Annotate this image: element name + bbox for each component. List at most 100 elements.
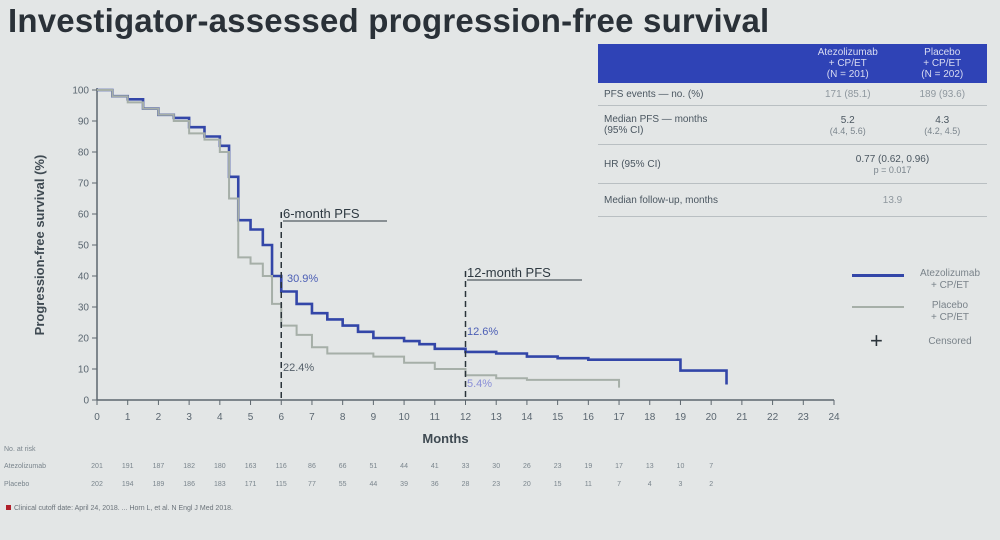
risk-cell: 163 <box>244 463 257 470</box>
risk-cell: 13 <box>645 463 654 470</box>
risk-label-atezo: Atezolizumab <box>4 463 47 470</box>
risk-cell: 182 <box>183 463 195 470</box>
x-tick-label: 4 <box>217 412 223 423</box>
landmark-value-placebo-12m: 5.4% <box>467 378 492 390</box>
risk-cell: 3 <box>678 481 683 488</box>
x-tick-label: 22 <box>767 412 779 423</box>
y-tick-label: 60 <box>78 210 90 221</box>
risk-cell: 116 <box>275 463 287 470</box>
x-tick-label: 17 <box>613 412 625 423</box>
x-tick-label: 11 <box>430 412 441 423</box>
x-tick-label: 16 <box>583 412 595 423</box>
row-label-followup: Median follow-up, months <box>598 183 798 217</box>
x-tick-label: 9 <box>371 412 377 423</box>
followup-value: 13.9 <box>798 183 987 217</box>
landmark-label-6m: 6-month PFS <box>283 206 360 221</box>
hr-value: 0.77 (0.62, 0.96) p = 0.017 <box>798 144 987 184</box>
table-header-atezo: Atezolizumab + CP/ET (N = 201) <box>798 44 898 83</box>
risk-cell: 41 <box>430 463 439 470</box>
x-tick-label: 8 <box>340 412 346 423</box>
table-row: Median follow-up, months 13.9 <box>598 183 987 217</box>
risk-cell: 7 <box>617 481 621 488</box>
risk-cell: 186 <box>183 481 195 488</box>
risk-cell: 7 <box>709 463 714 470</box>
x-tick-label: 19 <box>675 412 687 423</box>
risk-cell: 17 <box>615 463 623 470</box>
slide-title: Investigator-assessed progression-free s… <box>8 2 770 39</box>
series-line-placebo <box>97 89 621 388</box>
risk-cell: 86 <box>308 463 316 470</box>
landmark-label-12m: 12-month PFS <box>467 265 551 280</box>
risk-cell: 28 <box>461 481 470 488</box>
risk-row-atezo: Atezolizumab 201 191 187 182 180 163 116 86 66 51… <box>2 463 762 473</box>
row-label-hr: HR (95% CI) <box>598 144 798 184</box>
risk-title: No. at risk <box>4 446 36 453</box>
x-axis-label: Months <box>422 431 468 446</box>
legend-item-atezo: Atezolizumab + CP/ET <box>850 268 990 300</box>
risk-cell: 202 <box>91 481 103 488</box>
risk-cell: 4 <box>647 481 652 488</box>
risk-cell: 36 <box>430 481 439 488</box>
footnote-marker <box>6 505 11 510</box>
risk-label-placebo: Placebo <box>4 481 30 488</box>
footnote: Clinical cutoff date: April 24, 2018. ..… <box>6 504 936 514</box>
x-tick-label: 13 <box>491 412 503 423</box>
x-tick-label: 14 <box>521 412 533 423</box>
x-tick-label: 3 <box>186 412 192 423</box>
median-atezo: 5.2 (4.4, 5.6) <box>798 105 898 145</box>
row-label-median: Median PFS — months (95% CI) <box>598 105 798 145</box>
y-tick-label: 70 <box>78 179 90 190</box>
table-row: HR (95% CI) 0.77 (0.62, 0.96) p = 0.017 <box>598 144 987 184</box>
table-row: Median PFS — months (95% CI) 5.2 (4.4, 5… <box>598 105 987 145</box>
risk-cell: 15 <box>553 481 562 488</box>
y-tick-label: 80 <box>78 148 90 159</box>
censored-icon: + <box>870 328 883 353</box>
landmark-value-placebo-6m: 22.4% <box>283 362 314 374</box>
landmark-value-atezo-12m: 12.6% <box>467 326 498 338</box>
y-axis-label: Progression-free survival (%) <box>32 155 47 336</box>
pfs-summary-table: Atezolizumab + CP/ET (N = 201) Placebo +… <box>598 44 987 217</box>
legend-swatch-atezo <box>852 274 904 277</box>
risk-cell: 10 <box>676 463 685 470</box>
risk-cell: 30 <box>492 463 501 470</box>
x-tick-label: 5 <box>248 412 254 423</box>
risk-cell: 39 <box>400 481 408 488</box>
risk-cell: 187 <box>152 463 165 470</box>
table-row: PFS events — no. (%) 171 (85.1) 189 (93.… <box>598 83 987 106</box>
y-tick-label: 20 <box>78 334 90 345</box>
x-tick-label: 24 <box>828 412 840 423</box>
risk-cell: 171 <box>244 481 257 488</box>
risk-cell: 115 <box>275 481 287 488</box>
row-label-events: PFS events — no. (%) <box>598 83 798 106</box>
x-tick-label: 7 <box>309 412 315 423</box>
y-tick-label: 50 <box>78 241 90 252</box>
events-atezo: 171 (85.1) <box>798 83 898 106</box>
risk-row-placebo: Placebo 202 194 189 186 183 171 115 77 55 44 39 36 2… <box>2 481 762 491</box>
risk-cell: 189 <box>152 481 165 488</box>
table-header-placebo: Placebo + CP/ET (N = 202) <box>897 44 987 83</box>
x-tick-label: 20 <box>706 412 718 423</box>
risk-cell: 183 <box>213 481 226 488</box>
median-placebo: 4.3 (4.2, 4.5) <box>897 105 987 145</box>
legend-item-censored: + Censored <box>850 328 990 364</box>
risk-cell: 11 <box>584 481 592 488</box>
legend-item-placebo: Placebo + CP/ET <box>850 300 990 332</box>
x-tick-label: 0 <box>94 412 100 423</box>
risk-cell: 26 <box>523 463 531 470</box>
events-placebo: 189 (93.6) <box>897 83 987 106</box>
legend-label-placebo-1: Placebo <box>931 300 969 311</box>
risk-cell: 44 <box>369 481 378 488</box>
series-line-atezolizumab <box>97 88 728 385</box>
x-tick-label: 18 <box>644 412 656 423</box>
risk-cell: 2 <box>709 481 714 488</box>
x-tick-label: 15 <box>552 412 564 423</box>
y-tick-label: 90 <box>78 117 90 128</box>
y-tick-label: 30 <box>78 303 90 314</box>
landmark-value-atezo-6m: 30.9% <box>287 273 318 285</box>
x-tick-label: 2 <box>156 412 162 423</box>
risk-cell: 20 <box>523 481 531 488</box>
risk-cell: 77 <box>308 481 316 488</box>
risk-cell: 23 <box>492 481 501 488</box>
x-tick-label: 10 <box>399 412 411 423</box>
